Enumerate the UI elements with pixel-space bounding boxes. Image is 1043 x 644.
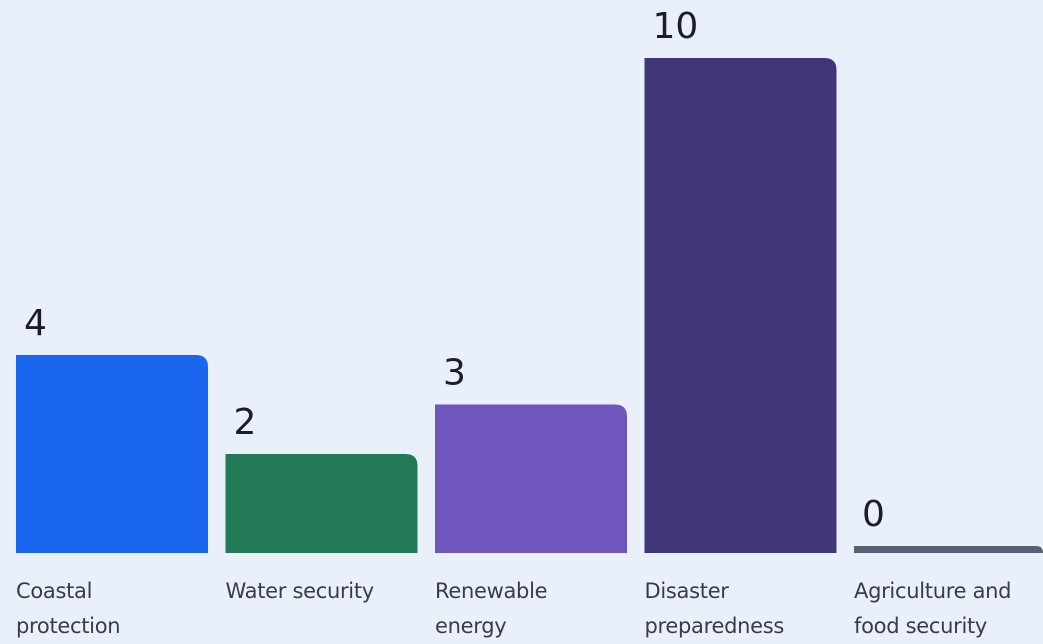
bar: [644, 58, 837, 553]
value-label: 3: [443, 353, 466, 394]
value-label: 10: [653, 6, 699, 47]
bar: [435, 404, 627, 553]
category-label: Water security: [225, 579, 375, 603]
category-label: Coastal protection: [16, 579, 121, 638]
category-label: Agriculture and food security: [854, 579, 1012, 638]
bar: [854, 546, 1043, 553]
bar: [16, 355, 208, 553]
value-label: 4: [24, 303, 47, 344]
category-label: Renewable energy: [435, 579, 548, 638]
category-label: Disaster preparedness: [644, 579, 785, 638]
value-label: 0: [862, 494, 885, 535]
bar: [225, 454, 418, 553]
value-label: 2: [234, 402, 257, 443]
